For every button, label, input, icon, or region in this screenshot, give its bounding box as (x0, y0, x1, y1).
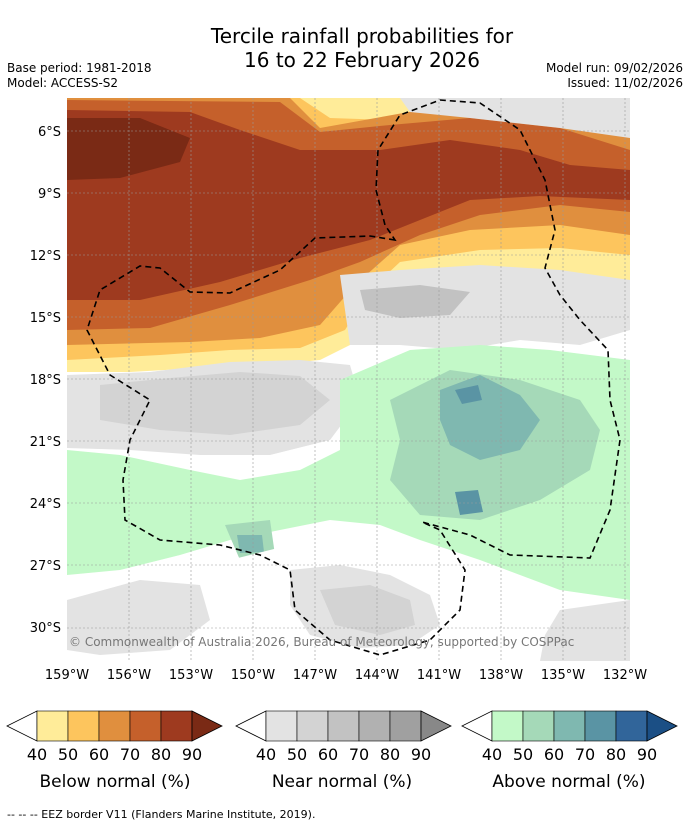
colorbar-segment (36, 710, 69, 742)
y-tick-label: 24°S (30, 497, 61, 512)
colorbar-min-extend (6, 710, 38, 742)
model-name: Model: ACCESS-S2 (7, 76, 119, 90)
colorbar-tick: 90 (637, 745, 657, 764)
colorbar-min-extend (461, 710, 493, 742)
x-tick-label: 135°W (541, 668, 585, 683)
colorbar-tick: 50 (287, 745, 307, 764)
colorbar-segment (160, 710, 193, 742)
above-normal-70-b (455, 490, 483, 515)
colorbar-segment (327, 710, 360, 742)
colorbar-min-extend (235, 710, 267, 742)
near-normal-40-north (400, 98, 630, 138)
issued-date: Issued: 11/02/2026 (567, 76, 683, 90)
x-tick-label: 153°W (169, 668, 213, 683)
title-line-2: 16 to 22 February 2026 (244, 48, 480, 72)
colorbar-tick: 70 (120, 745, 140, 764)
y-tick-label: 15°S (30, 311, 61, 326)
colorbar-segment (296, 710, 329, 742)
x-tick-label: 132°W (603, 668, 647, 683)
colorbar-tick: 90 (182, 745, 202, 764)
colorbar-max-extend (420, 710, 452, 742)
eez-borders (86, 99, 621, 656)
colorbar-segment (265, 710, 298, 742)
near-normal-40-sw (67, 580, 210, 655)
x-tick-label: 156°W (107, 668, 151, 683)
meta-right: Model run: 09/02/2026 Issued: 11/02/2026 (546, 61, 683, 91)
copyright-notice: © Commonwealth of Australia 2026, Bureau… (69, 635, 574, 649)
x-tick-label: 150°W (231, 668, 275, 683)
base-period: Base period: 1981-2018 (7, 61, 152, 75)
x-axis-ticks: 159°W 156°W 153°W 150°W 147°W 144°W 141°W 138°W… (45, 668, 647, 683)
colorbar-segment (389, 710, 422, 742)
title-line-1: Tercile rainfall probabilities for (210, 24, 514, 48)
x-tick-label: 138°W (479, 668, 523, 683)
x-tick-label: 159°W (45, 668, 89, 683)
colorbar-tick: 70 (349, 745, 369, 764)
below-normal-80 (67, 110, 630, 300)
x-tick-label: 144°W (355, 668, 399, 683)
colorbar-tick: 80 (151, 745, 171, 764)
legend-near-normal-label: Near normal (%) (271, 772, 413, 792)
colorbar-segment (522, 710, 555, 742)
y-tick-label: 27°S (30, 559, 61, 574)
colorbar-segment (615, 710, 648, 742)
colorbar-segment (584, 710, 617, 742)
footer-note: -- -- -- EEZ border V11 (Flanders Marine… (7, 808, 316, 821)
colorbar-tick: 90 (411, 745, 431, 764)
colorbar-max-extend (191, 710, 223, 742)
colorbar-tick: 80 (606, 745, 626, 764)
colorbar-segment (67, 710, 100, 742)
colorbar-1: 40 50 60 70 80 90 (235, 710, 452, 764)
colorbar-tick: 40 (27, 745, 47, 764)
x-tick-label: 141°W (417, 668, 461, 683)
y-tick-label: 9°S (38, 187, 61, 202)
colorbar-tick: 40 (256, 745, 276, 764)
y-tick-label: 30°S (30, 621, 61, 636)
y-tick-label: 21°S (30, 435, 61, 450)
colorbar-tick: 70 (575, 745, 595, 764)
colorbar-tick: 50 (58, 745, 78, 764)
meta-left: Base period: 1981-2018 Model: ACCESS-S2 (7, 61, 152, 91)
near-normal-40-se (540, 600, 630, 661)
colorbar-tick: 60 (89, 745, 109, 764)
map-field: © Commonwealth of Australia 2026, Bureau… (67, 98, 630, 661)
x-tick-label: 147°W (293, 668, 337, 683)
y-tick-label: 18°S (30, 373, 61, 388)
colorbars: 40 50 60 70 80 90 40 50 60 70 80 90 40 50 60 70 80 90 (6, 710, 678, 764)
legend-above-normal-label: Above normal (%) (492, 772, 646, 792)
colorbar-tick: 60 (544, 745, 564, 764)
near-normal-50 (100, 372, 330, 435)
graticule (67, 98, 630, 661)
y-tick-label: 6°S (38, 125, 61, 140)
colorbar-2: 40 50 60 70 80 90 (461, 710, 678, 764)
colorbar-segment (358, 710, 391, 742)
map-title: Tercile rainfall probabilities for 16 to… (0, 24, 690, 72)
colorbar-tick: 60 (318, 745, 338, 764)
colorbar-tick: 80 (380, 745, 400, 764)
legend-below-normal-label: Below normal (%) (39, 772, 191, 792)
model-run: Model run: 09/02/2026 (545, 61, 683, 75)
colorbar-tick: 40 (482, 745, 502, 764)
above-normal-60-sw (237, 535, 264, 553)
colorbar-max-extend (646, 710, 678, 742)
above-normal-70 (455, 385, 482, 404)
colorbar-0: 40 50 60 70 80 90 (6, 710, 223, 764)
colorbar-segment (491, 710, 524, 742)
below-normal-90 (67, 118, 190, 180)
near-normal-50-south (320, 585, 415, 635)
y-tick-label: 12°S (30, 249, 61, 264)
colorbar-segment (129, 710, 162, 742)
y-axis-ticks: 6°S 9°S 12°S 15°S 18°S 21°S 24°S 27°S 30°S (30, 125, 61, 636)
colorbar-segment (553, 710, 586, 742)
near-normal-60 (360, 285, 470, 318)
colorbar-tick: 50 (513, 745, 533, 764)
colorbar-segment (98, 710, 131, 742)
